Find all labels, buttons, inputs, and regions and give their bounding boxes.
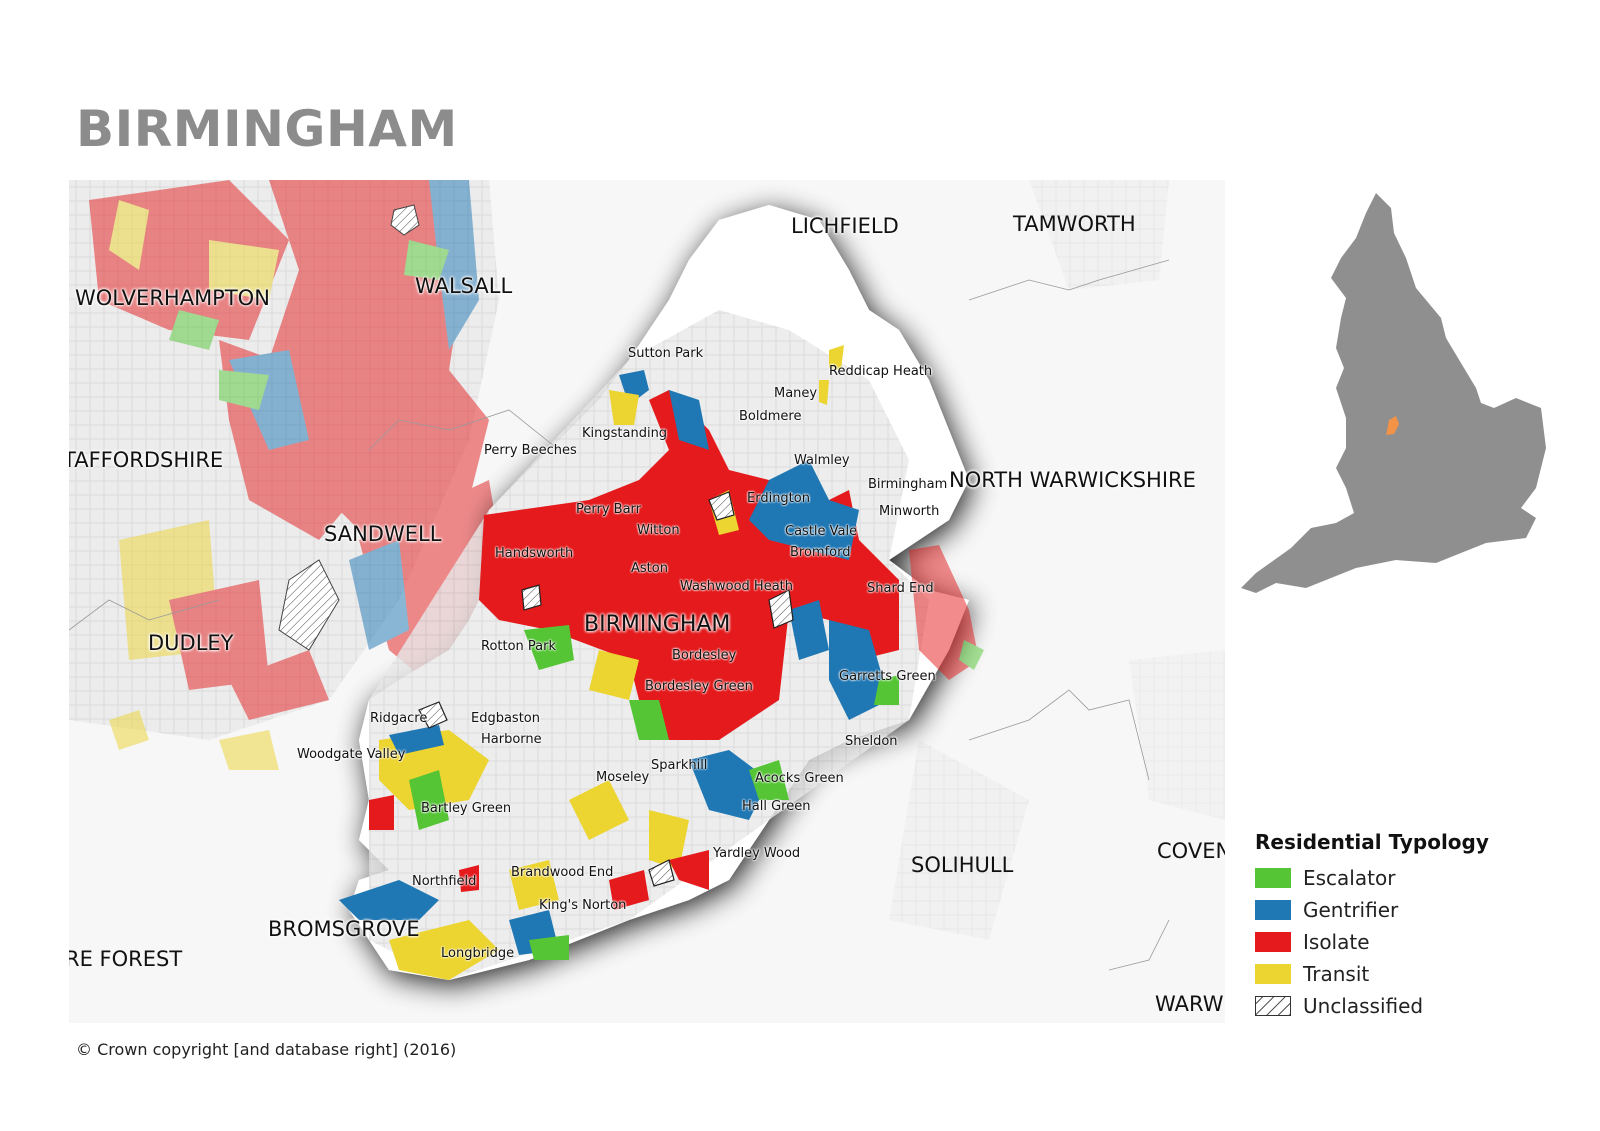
england-silhouette [1241,193,1546,593]
label-acocks-green: Acocks Green [755,771,844,786]
legend-item-unclassified: Unclassified [1255,990,1489,1022]
label-witton: Witton [637,523,680,538]
label-yardley-wood: Yardley Wood [713,846,801,861]
label-boldmere: Boldmere [739,409,802,424]
label-bordesley: Bordesley [672,648,737,663]
label-walmley: Walmley [794,453,850,468]
label-washwood-heath: Washwood Heath [680,579,794,594]
label-bartley-green: Bartley Green [421,801,512,816]
label-maney: Maney [774,386,818,401]
label-reddicap-heath: Reddicap Heath [829,364,933,379]
black-country-typology [89,180,509,770]
label-harborne: Harborne [481,732,542,747]
swatch-transit [1255,964,1291,984]
legend-item-gentrifier: Gentrifier [1255,894,1489,926]
label-coventry: COVEN [1157,839,1225,863]
label-erdington: Erdington [747,491,810,506]
label-birmingham-area: Birmingham [868,477,948,492]
label-kings-norton: King's Norton [539,898,627,913]
england-shape [1241,193,1546,593]
label-perry-beeches: Perry Beeches [484,443,577,458]
label-shard-end: Shard End [867,581,934,596]
legend-item-escalator: Escalator [1255,862,1489,894]
label-minworth: Minworth [879,504,940,519]
label-north-warwickshire: NORTH WARWICKSHIRE [949,468,1196,492]
label-wolverhampton: WOLVERHAMPTON [75,286,270,310]
label-aston: Aston [631,561,668,576]
unclassified-area [278,559,340,651]
label-rotton-park: Rotton Park [481,639,557,654]
england-inset-map [1236,188,1556,598]
label-garretts-green: Garretts Green [839,669,936,684]
copyright-notice: © Crown copyright [and database right] (… [76,1040,457,1059]
swatch-isolate [1255,932,1291,952]
label-walsall: WALSALL [415,274,513,298]
label-wyre-forest: RE FOREST [69,947,183,971]
label-lichfield: LICHFIELD [791,214,899,238]
district-boundaries [69,259,1170,971]
label-warwick: WARW [1155,992,1224,1016]
legend-item-transit: Transit [1255,958,1489,990]
swatch-escalator [1255,868,1291,888]
swatch-gentrifier [1255,900,1291,920]
legend-title: Residential Typology [1255,830,1489,854]
label-sheldon: Sheldon [845,734,898,749]
label-bromsgrove: BROMSGROVE [268,917,420,941]
label-castle-vale: Castle Vale [785,524,858,539]
label-kingstanding: Kingstanding [582,426,668,441]
birmingham-typology [339,345,899,980]
label-solihull: SOLIHULL [911,853,1014,877]
unclassified-area [390,204,420,236]
label-sandwell: SANDWELL [324,522,442,546]
label-sutton-park: Sutton Park [628,346,704,361]
label-handsworth: Handsworth [495,546,574,561]
label-woodgate-valley: Woodgate Valley [297,747,406,762]
label-bromford: Bromford [790,545,851,560]
label-staffordshire: TAFFORDSHIRE [69,448,224,472]
label-tamworth: TAMWORTH [1013,212,1136,236]
label-dudley: DUDLEY [148,631,234,655]
main-map[interactable]: WOLVERHAMPTON WALSALL LICHFIELD TAMWORTH… [69,180,1225,1023]
label-sparkhill: Sparkhill [651,758,708,773]
label-bordesley-green: Bordesley Green [645,679,753,694]
legend: Residential Typology Escalator Gentrifie… [1255,830,1489,1022]
label-longbridge: Longbridge [441,946,515,961]
label-edgbaston: Edgbaston [471,711,540,726]
label-moseley: Moseley [596,770,650,785]
label-ridgacre: Ridgacre [370,711,428,726]
map-canvas [69,180,1225,980]
label-hall-green: Hall Green [742,799,811,814]
legend-item-isolate: Isolate [1255,926,1489,958]
label-perry-barr: Perry Barr [576,502,642,517]
birmingham-highlight [1386,416,1399,435]
swatch-unclassified-hatch-icon [1255,996,1291,1016]
label-birmingham-city: BIRMINGHAM [584,612,731,637]
map-title: BIRMINGHAM [76,100,458,158]
label-northfield: Northfield [412,874,477,889]
label-brandwood-end: Brandwood End [511,865,614,880]
